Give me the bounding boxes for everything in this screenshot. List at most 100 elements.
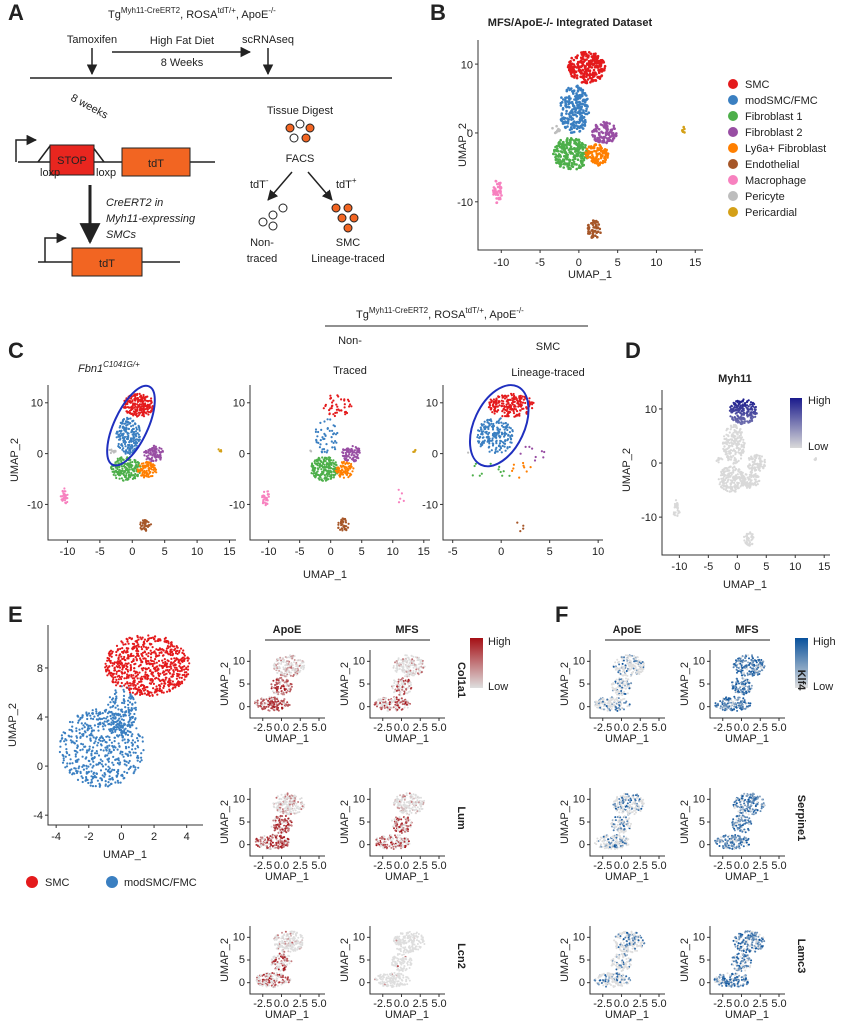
cell-point xyxy=(114,730,117,733)
cell-point xyxy=(91,709,94,712)
cell-point xyxy=(146,472,149,475)
cell-point xyxy=(319,439,322,442)
cell-point xyxy=(609,128,613,132)
cell-point xyxy=(119,715,123,718)
cell-point xyxy=(732,448,736,451)
cell-point xyxy=(325,443,328,446)
cell-point xyxy=(70,735,73,738)
cell-point xyxy=(583,100,587,103)
cell-point xyxy=(750,473,753,476)
x-tick-label: 2 xyxy=(151,831,157,843)
cell-point xyxy=(85,772,88,775)
cell-point xyxy=(501,396,504,399)
cell-point xyxy=(127,761,130,765)
cell-point xyxy=(740,414,743,417)
cell-point xyxy=(121,467,124,470)
cell-point xyxy=(107,703,110,706)
cell-point xyxy=(480,423,483,426)
cell-point xyxy=(107,719,110,722)
cell-point xyxy=(328,460,331,463)
legend-label: Macrophage xyxy=(745,175,806,187)
y-tick-label: -4 xyxy=(33,810,43,822)
legend-label: Pericardial xyxy=(745,207,797,219)
cell-point xyxy=(572,126,576,129)
cell-point xyxy=(494,188,497,191)
cell-point xyxy=(580,117,584,120)
cell-point xyxy=(122,432,125,435)
cell-point xyxy=(565,109,568,113)
cell-point xyxy=(147,454,150,457)
cell-point xyxy=(578,65,582,68)
cell-point xyxy=(119,752,122,755)
cell-point xyxy=(320,451,324,454)
cell-point xyxy=(130,721,133,724)
cell-point xyxy=(336,431,339,435)
cell-point xyxy=(727,459,730,462)
cell-point xyxy=(580,157,583,160)
cell-point xyxy=(148,458,151,461)
cell xyxy=(278,203,288,213)
cell-point xyxy=(122,439,125,442)
cell-point xyxy=(133,406,136,409)
cell-point xyxy=(597,138,601,141)
cell-point xyxy=(596,220,599,224)
x-tick-label: 10 xyxy=(387,546,399,558)
x-tick-label: 5 xyxy=(763,561,769,573)
cell-point xyxy=(139,395,142,398)
cell-point xyxy=(126,640,129,643)
cell-point xyxy=(110,655,113,658)
text-part: , ROSA xyxy=(180,9,218,21)
cell-point xyxy=(175,677,178,680)
cell-point xyxy=(143,451,146,454)
cell-point xyxy=(114,720,117,724)
cell-point xyxy=(495,421,498,424)
cell-point xyxy=(743,539,746,542)
cell-point xyxy=(583,59,587,62)
cell-point xyxy=(103,772,106,775)
cell-point xyxy=(745,540,748,543)
cell-point xyxy=(499,181,502,185)
cell-point xyxy=(120,661,123,664)
label: Lineage-traced xyxy=(511,367,584,379)
cell-point xyxy=(132,720,135,724)
cell-point xyxy=(510,392,513,395)
cell-point xyxy=(344,528,347,531)
cell-point xyxy=(349,403,352,406)
cell-point xyxy=(109,728,113,731)
cell-point xyxy=(487,422,491,425)
cell-point xyxy=(69,739,72,742)
cell-point xyxy=(725,481,728,485)
legend-swatch xyxy=(728,191,738,201)
cell-point xyxy=(746,410,749,413)
cell-point xyxy=(103,720,106,723)
cell-point xyxy=(124,406,128,409)
cell-point xyxy=(498,442,502,445)
cell-point xyxy=(525,470,528,473)
cell-point xyxy=(758,469,762,472)
cell-point xyxy=(143,454,146,457)
cell-point xyxy=(554,153,557,156)
cell-point xyxy=(144,671,147,674)
cell-point xyxy=(103,775,106,778)
cell-point xyxy=(158,451,161,454)
cell-point xyxy=(595,129,598,133)
cell-point xyxy=(87,725,90,728)
x-tick-label: 15 xyxy=(818,561,830,573)
cell-point xyxy=(599,156,603,160)
label: Traced xyxy=(333,365,367,377)
cell-point xyxy=(127,706,130,709)
cell-point xyxy=(81,780,84,784)
cell-point xyxy=(587,54,590,58)
cell-point xyxy=(321,479,324,482)
cell-point xyxy=(739,485,742,488)
cell-point xyxy=(741,410,744,413)
cell-point xyxy=(570,68,574,71)
cell-point xyxy=(574,70,577,74)
cell-point xyxy=(146,406,149,409)
cell-point xyxy=(596,65,599,68)
cell-point xyxy=(90,775,93,778)
cell-point xyxy=(722,488,726,491)
cell-point xyxy=(750,408,753,411)
y-tick-label: 10 xyxy=(31,398,43,410)
cell-point xyxy=(132,410,135,413)
